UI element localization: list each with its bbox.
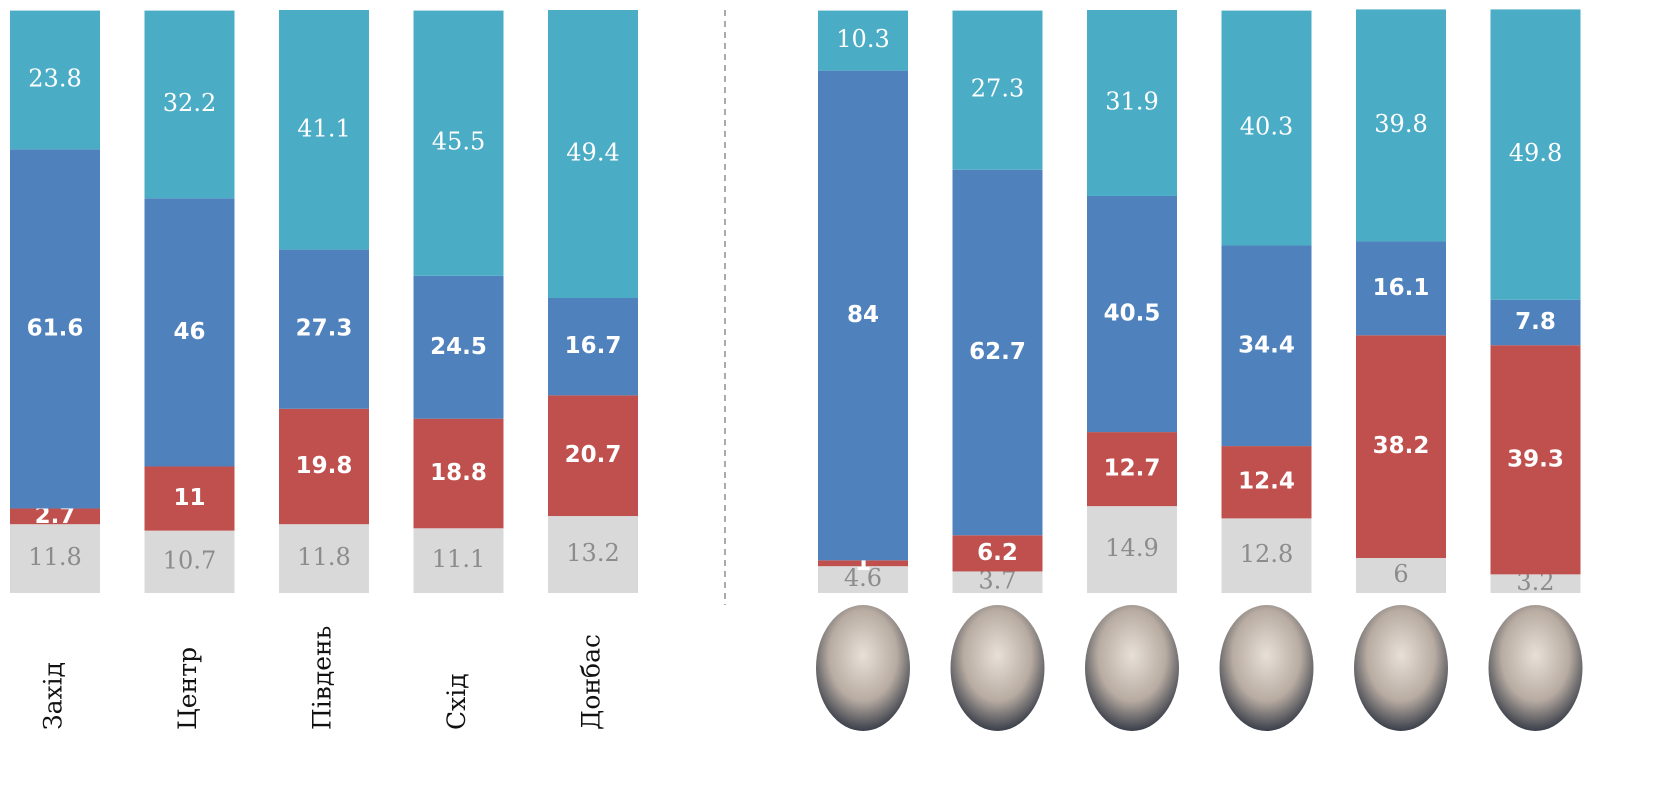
bar-segment bbox=[144, 530, 235, 593]
value-label: 62.7 bbox=[969, 339, 1026, 365]
bar-segment bbox=[1221, 518, 1312, 593]
bar-segment bbox=[1490, 299, 1581, 346]
value-label: 20.7 bbox=[565, 442, 622, 468]
bar-segment bbox=[1221, 245, 1312, 447]
value-label: 6.2 bbox=[977, 540, 1018, 566]
candidate-photo bbox=[1354, 605, 1448, 731]
category-label: Захід bbox=[39, 662, 68, 730]
bar-segment bbox=[818, 10, 908, 71]
value-label: 18.8 bbox=[430, 460, 487, 486]
value-label: 39.3 bbox=[1507, 446, 1564, 472]
bar-segment bbox=[548, 395, 638, 517]
value-label: 12.4 bbox=[1238, 469, 1295, 495]
category-label: Донбас bbox=[577, 634, 606, 730]
value-label: 12.7 bbox=[1104, 456, 1161, 482]
bar-segment bbox=[952, 10, 1043, 170]
value-label: 11.1 bbox=[432, 545, 485, 573]
bar-segment bbox=[818, 70, 908, 561]
value-label: 41.1 bbox=[297, 114, 350, 142]
bar-segment bbox=[548, 298, 638, 396]
bar-segment bbox=[1221, 10, 1312, 246]
bar-segment bbox=[1221, 446, 1312, 519]
bar-segment bbox=[1490, 345, 1581, 575]
bar-segment bbox=[1087, 195, 1177, 433]
category-label: Центр bbox=[173, 647, 202, 730]
bar-segment bbox=[1356, 558, 1446, 593]
bar-segment bbox=[1356, 9, 1446, 242]
bar-segment bbox=[952, 535, 1043, 572]
value-label: 27.3 bbox=[296, 316, 353, 342]
candidate-photo bbox=[1085, 605, 1179, 731]
bar-segment bbox=[413, 10, 504, 276]
value-label: 40.3 bbox=[1240, 113, 1293, 141]
candidate-photo bbox=[816, 605, 910, 731]
value-label: 7.8 bbox=[1515, 309, 1556, 335]
value-label: 40.5 bbox=[1104, 301, 1161, 327]
category-label: Схід bbox=[442, 673, 471, 730]
bar-segment bbox=[818, 566, 908, 593]
bar-segment bbox=[1087, 10, 1177, 196]
bar-segment bbox=[144, 10, 235, 199]
candidate-photo bbox=[1219, 605, 1314, 731]
value-label: 45.5 bbox=[432, 128, 485, 156]
value-label: 13.2 bbox=[566, 539, 619, 567]
value-label: 24.5 bbox=[430, 334, 487, 360]
value-label: 31.9 bbox=[1105, 87, 1158, 115]
bar-segment bbox=[279, 408, 369, 525]
bar-segment bbox=[1490, 574, 1581, 593]
value-label: 49.4 bbox=[566, 139, 619, 167]
value-label: 46 bbox=[173, 319, 205, 345]
bar-segment bbox=[413, 528, 504, 593]
value-label: 23.8 bbox=[28, 64, 81, 92]
bar-segment bbox=[279, 10, 369, 250]
candidate-photo bbox=[950, 605, 1045, 731]
value-label: 11.8 bbox=[28, 543, 81, 571]
value-label: 38.2 bbox=[1373, 433, 1430, 459]
bar-segment bbox=[10, 10, 100, 150]
bar-segment bbox=[1087, 432, 1177, 507]
value-label: 10.3 bbox=[836, 25, 889, 53]
bar-segment bbox=[1490, 9, 1581, 300]
value-label: 19.8 bbox=[296, 453, 353, 479]
value-label: 32.2 bbox=[163, 89, 216, 117]
bar-segment bbox=[548, 10, 638, 299]
bar-segment bbox=[818, 560, 908, 567]
value-label: 6 bbox=[1393, 560, 1408, 588]
candidate-photo bbox=[1488, 605, 1583, 731]
value-label: 49.8 bbox=[1509, 139, 1562, 167]
bar-segment bbox=[10, 149, 100, 509]
bar-segment bbox=[10, 524, 100, 593]
bar-segment bbox=[1087, 506, 1177, 593]
value-label: 27.3 bbox=[971, 75, 1024, 103]
value-label: 39.8 bbox=[1374, 110, 1427, 138]
bar-segment bbox=[279, 524, 369, 593]
value-label: 16.7 bbox=[565, 333, 622, 359]
bar-segment bbox=[952, 571, 1043, 593]
bar-segment bbox=[548, 516, 638, 593]
category-label: Південь bbox=[308, 626, 337, 730]
value-label: 14.9 bbox=[1105, 534, 1158, 562]
bar-segment bbox=[144, 198, 235, 467]
value-label: 16.1 bbox=[1373, 275, 1430, 301]
value-label: 10.7 bbox=[163, 546, 216, 574]
value-label: 11 bbox=[173, 485, 205, 511]
bar-segment bbox=[413, 275, 504, 419]
value-label: 12.8 bbox=[1240, 540, 1293, 568]
bar-segment bbox=[413, 418, 504, 529]
value-label: 84 bbox=[847, 302, 879, 328]
bar-segment bbox=[10, 508, 100, 525]
value-label: 11.8 bbox=[297, 543, 350, 571]
value-label: 4.6 bbox=[844, 564, 882, 592]
bar-segment bbox=[1356, 335, 1446, 559]
bar-segment bbox=[952, 169, 1043, 536]
bar-segment bbox=[144, 466, 235, 531]
bar-segment bbox=[1356, 241, 1446, 336]
value-label: 61.6 bbox=[27, 315, 84, 341]
value-label: 34.4 bbox=[1238, 332, 1295, 358]
bar-segment bbox=[279, 249, 369, 409]
